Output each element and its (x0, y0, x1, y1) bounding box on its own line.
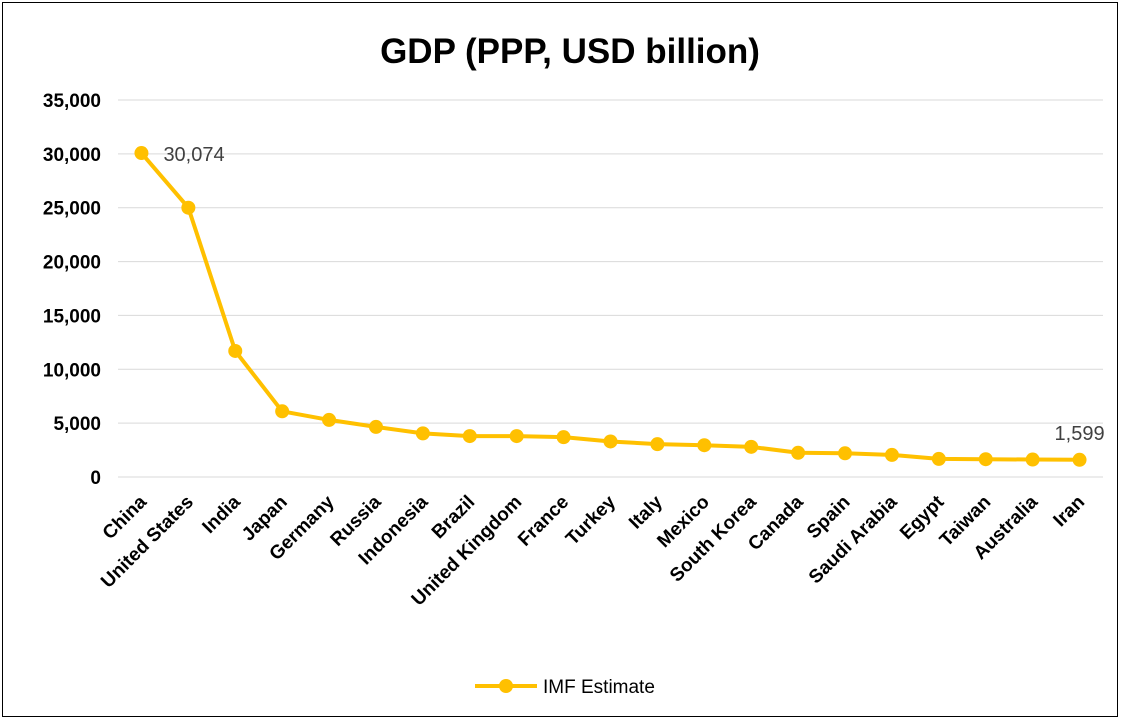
data-labels: 30,074 1,599 (163, 144, 1104, 445)
data-point[interactable] (838, 446, 853, 461)
y-tick-label: 30,000 (43, 145, 101, 166)
data-point[interactable] (650, 437, 665, 452)
data-point[interactable] (1072, 452, 1087, 467)
legend-marker-icon (499, 679, 513, 693)
data-point[interactable] (509, 429, 524, 444)
y-tick-label: 20,000 (43, 253, 101, 274)
legend[interactable]: IMF Estimate (475, 677, 655, 698)
chart-title: GDP (PPP, USD billion) (380, 32, 760, 71)
data-point[interactable] (603, 434, 618, 449)
x-tick-label: France (514, 492, 573, 551)
data-point[interactable] (884, 447, 899, 462)
data-point[interactable] (1025, 452, 1040, 467)
x-tick-label: Turkey (562, 491, 620, 549)
data-point[interactable] (415, 426, 430, 441)
y-axis-ticks: 0 5,000 10,000 15,000 20,000 25,000 30,000 35,0… (43, 91, 101, 489)
y-tick-label: 35,000 (43, 91, 101, 112)
data-point[interactable] (697, 438, 712, 453)
data-point[interactable] (134, 146, 149, 161)
data-point[interactable] (368, 419, 383, 434)
data-label: 1,599 (1055, 423, 1105, 445)
gridlines (118, 99, 1103, 478)
series-line (134, 146, 1087, 467)
y-tick-label: 5,000 (53, 414, 101, 435)
data-point[interactable] (275, 404, 290, 419)
y-tick-label: 0 (90, 468, 101, 489)
data-point[interactable] (791, 445, 806, 460)
x-tick-label: Italy (625, 491, 667, 533)
data-point[interactable] (462, 429, 477, 444)
data-point[interactable] (978, 452, 993, 467)
legend-label: IMF Estimate (543, 677, 655, 698)
data-label: 30,074 (163, 144, 224, 166)
y-tick-label: 10,000 (43, 360, 101, 381)
data-point[interactable] (931, 451, 946, 466)
data-point[interactable] (744, 439, 759, 454)
data-point[interactable] (556, 430, 571, 445)
data-point[interactable] (181, 200, 196, 215)
x-tick-label: Iran (1050, 492, 1089, 531)
data-point[interactable] (322, 412, 337, 427)
y-tick-label: 25,000 (43, 199, 101, 220)
data-point[interactable] (228, 343, 243, 358)
y-tick-label: 15,000 (43, 306, 101, 327)
